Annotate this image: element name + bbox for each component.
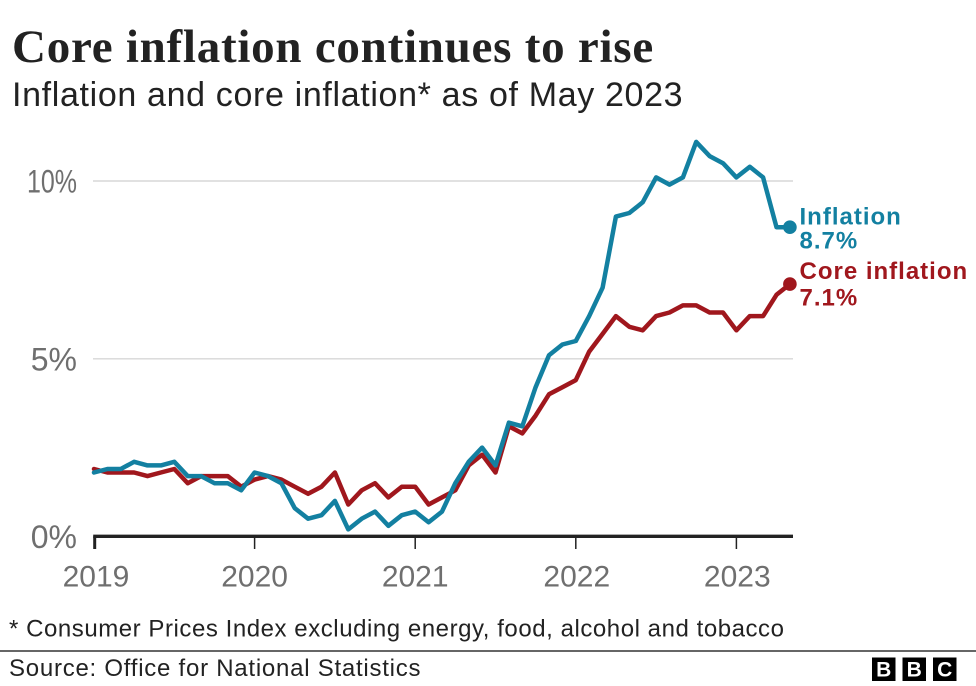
svg-text:8.7%: 8.7% [800, 227, 859, 254]
svg-text:* Consumer Prices Index exclud: * Consumer Prices Index excluding energy… [9, 616, 785, 643]
svg-text:Core inflation: Core inflation [800, 258, 969, 285]
svg-text:2020: 2020 [221, 561, 288, 594]
svg-text:Core inflation continues to ri: Core inflation continues to rise [12, 21, 654, 73]
svg-text:2021: 2021 [382, 561, 449, 594]
svg-text:C: C [937, 659, 952, 682]
svg-text:5%: 5% [31, 342, 77, 378]
svg-text:B: B [907, 659, 922, 682]
svg-text:2023: 2023 [704, 561, 771, 594]
svg-text:B: B [876, 659, 891, 682]
svg-text:2022: 2022 [543, 561, 610, 594]
svg-text:Inflation: Inflation [800, 203, 902, 230]
svg-text:10%: 10% [27, 163, 77, 199]
svg-text:Source: Office for National St: Source: Office for National Statistics [9, 655, 421, 682]
svg-text:7.1%: 7.1% [800, 285, 859, 312]
svg-text:Inflation and core inflation*: Inflation and core inflation* as of May … [12, 76, 683, 114]
svg-text:0%: 0% [31, 519, 77, 555]
svg-text:2019: 2019 [63, 561, 130, 594]
